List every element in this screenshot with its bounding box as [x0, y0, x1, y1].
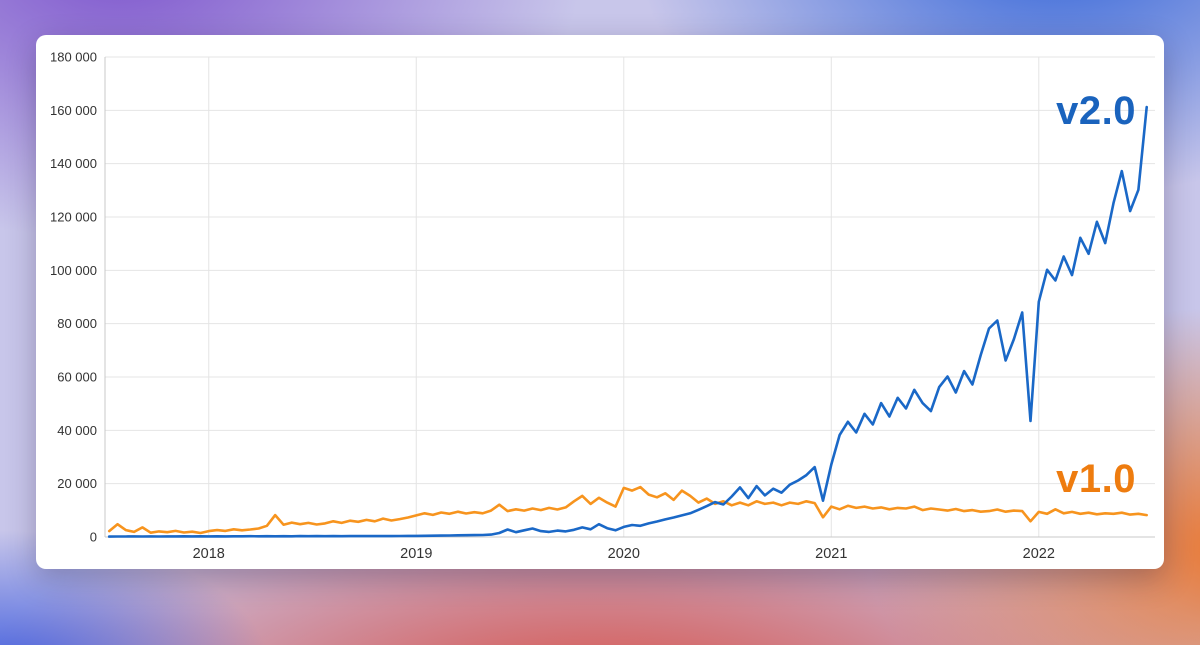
- y-tick-label: 120 000: [50, 210, 97, 225]
- y-tick-label: 0: [90, 530, 97, 545]
- x-tick-label: 2020: [608, 546, 640, 562]
- series-label-v1: v1.0: [1056, 457, 1136, 501]
- y-tick-label: 160 000: [50, 103, 97, 118]
- y-tick-label: 20 000: [57, 476, 97, 491]
- series-label-v2: v2.0: [1056, 89, 1136, 133]
- y-tick-label: 140 000: [50, 156, 97, 171]
- y-tick-label: 40 000: [57, 423, 97, 438]
- y-tick-label: 60 000: [57, 370, 97, 385]
- chart-card: 0 20 000 40 000 60 000 80 000 100 000 120 000 1…: [36, 35, 1164, 569]
- x-tick-label: 2021: [815, 546, 847, 562]
- y-tick-label: 100 000: [50, 263, 97, 278]
- series-line-v2-0: [107, 105, 1148, 538]
- chart-svg: 0 20 000 40 000 60 000 80 000 100 000 120 000 1…: [50, 50, 1155, 562]
- x-tick-label: 2018: [193, 546, 225, 562]
- y-tick-label: 180 000: [50, 50, 97, 65]
- x-tick-label: 2022: [1023, 546, 1055, 562]
- series-line-v1-0: [107, 485, 1148, 535]
- y-tick-label: 80 000: [57, 316, 97, 331]
- x-tick-label: 2019: [400, 546, 432, 562]
